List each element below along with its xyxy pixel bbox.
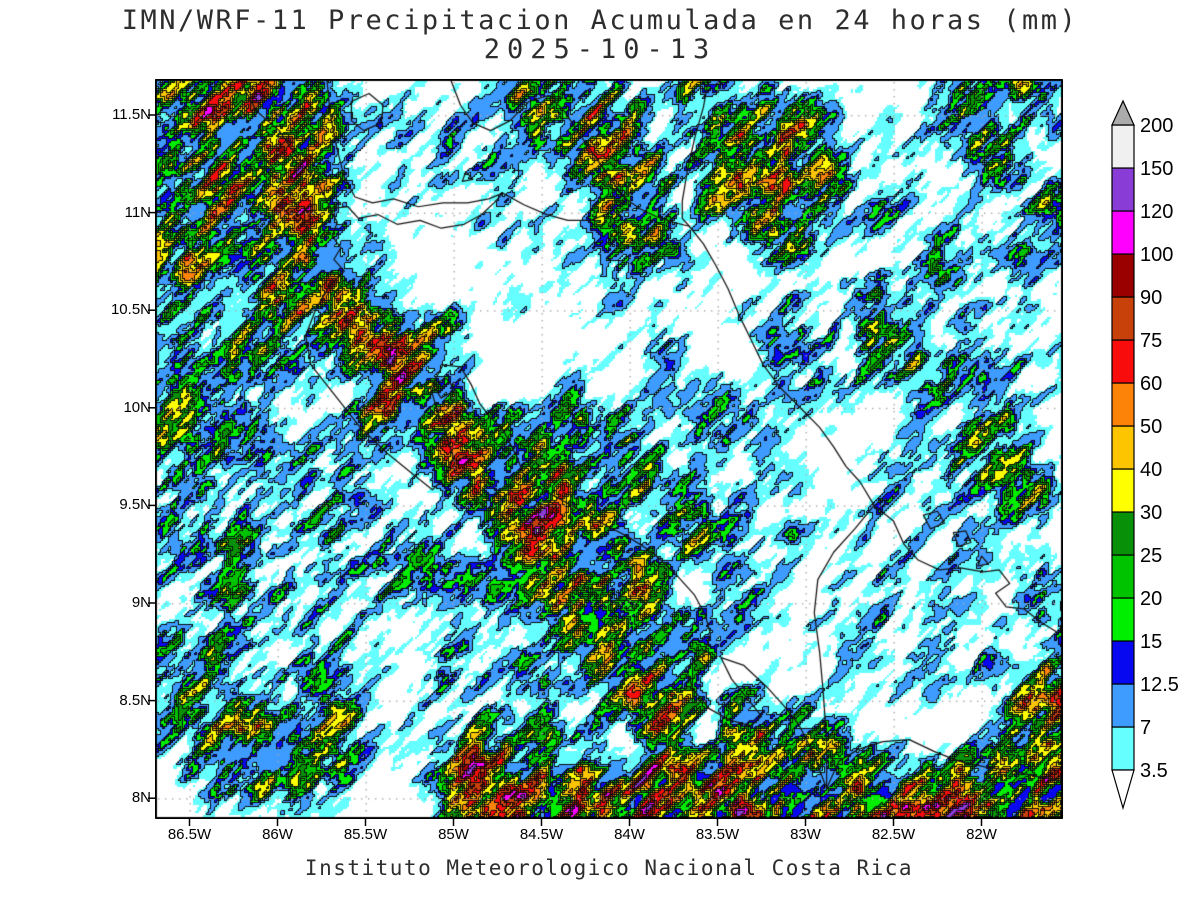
lat-tick-label: 10N bbox=[123, 398, 151, 416]
colorbar-segment bbox=[1111, 683, 1135, 728]
colorbar-label: 60 bbox=[1140, 373, 1162, 395]
colorbar-segment bbox=[1111, 425, 1135, 470]
lon-tick-label: 85.5W bbox=[343, 826, 388, 843]
lon-tick-label: 84.5W bbox=[519, 826, 564, 843]
colorbar-segment bbox=[1111, 339, 1135, 384]
lon-tick-label: 84W bbox=[614, 826, 645, 843]
colorbar-label: 100 bbox=[1140, 244, 1173, 266]
colorbar-segment bbox=[1111, 511, 1135, 556]
colorbar-segment bbox=[1111, 640, 1135, 685]
lat-tick-label: 8.5N bbox=[119, 691, 151, 709]
colorbar: 3.5 7 12.5 15 20 25 30 40 50 60 75 90 100 120 150 200 bbox=[1111, 99, 1179, 811]
lon-tick-label: 83.5W bbox=[695, 826, 740, 843]
lat-tick-label: 11.5N bbox=[112, 106, 151, 123]
lon-tick-label: 86.5W bbox=[167, 826, 212, 843]
colorbar-label: 25 bbox=[1140, 545, 1162, 567]
lon-tick-label: 83W bbox=[790, 826, 821, 843]
colorbar-label: 50 bbox=[1140, 416, 1162, 438]
colorbar-segment bbox=[1111, 296, 1135, 341]
colorbar-label: 15 bbox=[1140, 631, 1162, 653]
colorbar-segment bbox=[1111, 210, 1135, 255]
colorbar-label: 150 bbox=[1140, 158, 1173, 180]
precipitation-map-canvas bbox=[155, 79, 1063, 819]
colorbar-segment bbox=[1111, 726, 1135, 771]
lon-tick-label: 82W bbox=[966, 826, 997, 843]
colorbar-label: 12.5 bbox=[1140, 674, 1179, 696]
colorbar-segment bbox=[1111, 167, 1135, 212]
colorbar-segment bbox=[1111, 382, 1135, 427]
lon-tick-label: 82.5W bbox=[871, 826, 916, 843]
colorbar-over-arrow bbox=[1111, 99, 1135, 126]
lat-tick-label: 9N bbox=[131, 594, 151, 611]
colorbar-segment bbox=[1111, 253, 1135, 298]
colorbar-label: 7 bbox=[1140, 717, 1151, 739]
colorbar-segment bbox=[1111, 597, 1135, 642]
figure-title: IMN/WRF-11 Precipitacion Acumulada en 24… bbox=[121, 5, 1079, 36]
figure-caption: Instituto Meteorologico Nacional Costa R… bbox=[304, 856, 914, 880]
lon-tick-label: 86W bbox=[262, 826, 293, 843]
colorbar-label: 40 bbox=[1140, 459, 1162, 481]
lat-tick-label: 8N bbox=[131, 789, 151, 807]
lon-tick-label: 85W bbox=[438, 826, 469, 843]
colorbar-label: 75 bbox=[1140, 330, 1162, 352]
colorbar-under-arrow bbox=[1111, 769, 1135, 811]
lat-tick-label: 9.5N bbox=[119, 496, 151, 514]
colorbar-label: 30 bbox=[1140, 502, 1162, 524]
colorbar-label: 3.5 bbox=[1140, 760, 1168, 782]
lat-tick-label: 10.5N bbox=[110, 301, 151, 319]
figure-date: 2025-10-13 bbox=[483, 34, 717, 65]
colorbar-segment bbox=[1111, 124, 1135, 169]
colorbar-label: 90 bbox=[1140, 287, 1162, 309]
colorbar-label: 120 bbox=[1140, 201, 1173, 223]
lat-tick-label: 11N bbox=[124, 203, 151, 221]
colorbar-segment bbox=[1111, 554, 1135, 599]
colorbar-label: 20 bbox=[1140, 588, 1162, 610]
colorbar-label: 200 bbox=[1140, 115, 1173, 137]
colorbar-segment bbox=[1111, 468, 1135, 513]
